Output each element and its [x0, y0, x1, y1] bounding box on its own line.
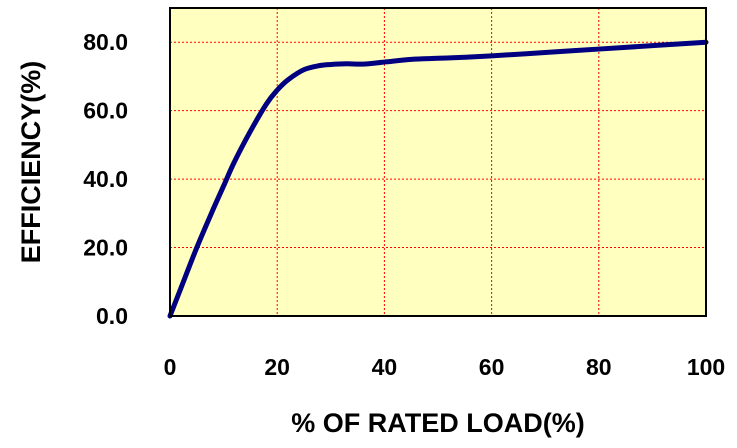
efficiency-series-line — [167, 39, 709, 319]
x-tick-label: 0 — [164, 354, 177, 380]
y-axis-title: EFFICIENCY(%) — [16, 61, 46, 264]
y-tick-label: 20.0 — [83, 235, 128, 261]
x-tick-label: 20 — [264, 354, 290, 380]
x-tick-label: 40 — [372, 354, 398, 380]
x-axis-title: % OF RATED LOAD(%) — [291, 408, 584, 438]
y-tick-label: 80.0 — [83, 29, 128, 55]
y-tick-labels: 0.0 20.0 40.0 60.0 80.0 — [83, 29, 128, 329]
x-tick-label: 60 — [479, 354, 505, 380]
y-tick-label: 60.0 — [83, 98, 128, 124]
plot-area — [170, 8, 706, 316]
x-tick-label: 100 — [687, 354, 725, 380]
y-tick-label: 0.0 — [96, 303, 128, 329]
x-tick-labels: 0 20 40 60 80 100 — [164, 354, 726, 380]
series-group — [167, 39, 709, 319]
y-tick-label: 40.0 — [83, 166, 128, 192]
plot-frame — [169, 7, 707, 317]
x-tick-label: 80 — [586, 354, 612, 380]
